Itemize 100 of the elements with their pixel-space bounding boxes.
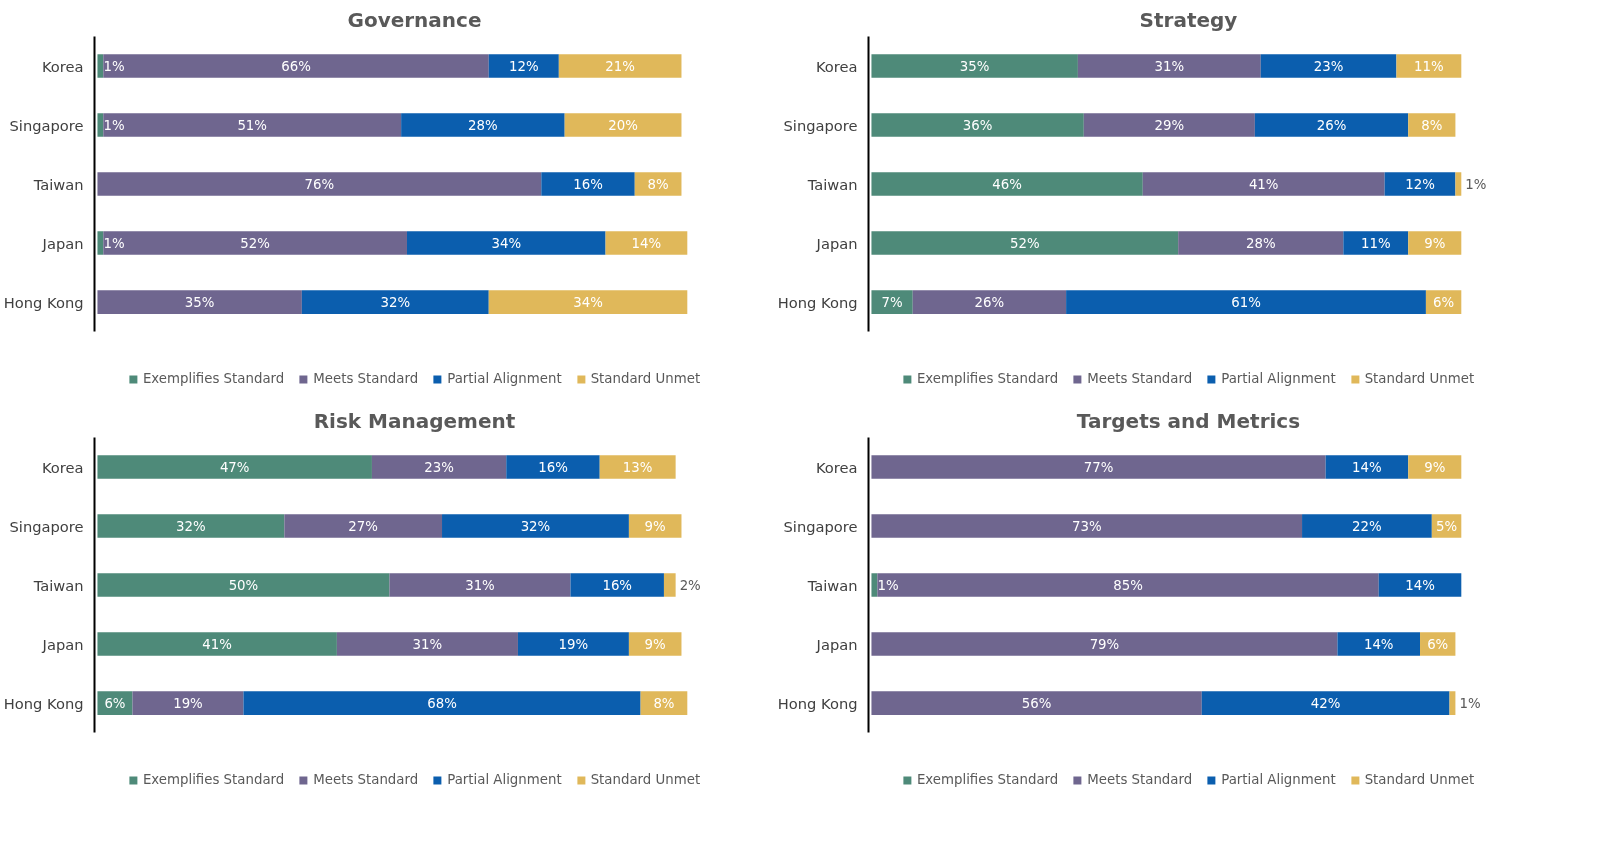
y-tick-label: Hong Kong bbox=[777, 293, 858, 311]
data-label: 42% bbox=[1310, 695, 1341, 711]
data-label: 32% bbox=[176, 518, 206, 534]
y-tick-label: Korea bbox=[41, 458, 84, 476]
legend-label: Partial Alignment bbox=[447, 371, 562, 386]
legend-label: Meets Standard bbox=[313, 772, 419, 787]
y-tick-label: Taiwan bbox=[806, 576, 858, 594]
y-tick-label: Korea bbox=[41, 57, 84, 75]
data-label: 79% bbox=[1089, 636, 1120, 652]
data-label: 21% bbox=[605, 58, 635, 74]
legend-label: Meets Standard bbox=[313, 371, 419, 386]
y-tick-label: Singapore bbox=[9, 116, 84, 134]
data-label: 50% bbox=[228, 577, 259, 593]
data-label: 8% bbox=[653, 695, 675, 711]
data-label: 16% bbox=[573, 176, 603, 192]
y-tick-label: Korea bbox=[815, 458, 858, 476]
legend-label: Exemplifies Standard bbox=[142, 371, 285, 386]
data-label: 1% bbox=[103, 58, 125, 74]
data-label: 31% bbox=[412, 636, 443, 652]
data-label: 61% bbox=[1231, 294, 1261, 310]
data-label: 31% bbox=[465, 577, 495, 593]
data-label: 56% bbox=[1021, 695, 1052, 711]
data-label: 23% bbox=[1313, 58, 1344, 74]
data-label: 14% bbox=[1363, 636, 1394, 652]
data-label: 28% bbox=[468, 117, 498, 133]
data-label: 9% bbox=[644, 518, 666, 534]
data-label: 41% bbox=[202, 636, 232, 652]
data-label: 26% bbox=[1316, 117, 1347, 133]
data-label: 19% bbox=[558, 636, 589, 652]
y-tick-label: Singapore bbox=[783, 517, 858, 535]
data-label: 29% bbox=[1154, 117, 1185, 133]
data-label: 16% bbox=[602, 577, 633, 593]
y-tick-label: Hong Kong bbox=[3, 293, 84, 311]
data-label: 22% bbox=[1352, 518, 1382, 534]
data-label: 19% bbox=[173, 695, 203, 711]
data-label: 13% bbox=[622, 459, 653, 475]
data-label: 34% bbox=[573, 294, 603, 310]
y-tick-label: Japan bbox=[815, 234, 858, 252]
data-label: 77% bbox=[1083, 459, 1114, 475]
data-label: 11% bbox=[1414, 58, 1444, 74]
data-label: 32% bbox=[380, 294, 411, 310]
data-label: 41% bbox=[1248, 176, 1279, 192]
data-label: 6% bbox=[1433, 294, 1455, 310]
y-tick-label: Japan bbox=[815, 635, 858, 653]
data-label: 1% bbox=[1465, 176, 1487, 192]
data-label: 9% bbox=[1424, 235, 1446, 251]
legend-label: Exemplifies Standard bbox=[916, 371, 1059, 386]
data-label: 52% bbox=[240, 235, 270, 251]
legend-label: Exemplifies Standard bbox=[916, 772, 1059, 787]
y-tick-label: Taiwan bbox=[806, 175, 858, 193]
data-label: 85% bbox=[1113, 577, 1143, 593]
data-label: 7% bbox=[881, 294, 903, 310]
data-label: 1% bbox=[1459, 695, 1481, 711]
data-label: 1% bbox=[103, 235, 125, 251]
data-label: 11% bbox=[1360, 235, 1391, 251]
data-label: 12% bbox=[1405, 176, 1435, 192]
data-label: 27% bbox=[348, 518, 378, 534]
data-label: 20% bbox=[608, 117, 638, 133]
data-label: 9% bbox=[1424, 459, 1446, 475]
y-tick-label: Hong Kong bbox=[3, 694, 84, 712]
data-label: 68% bbox=[427, 695, 457, 711]
legend-label: Standard Unmet bbox=[590, 371, 701, 386]
data-label: 14% bbox=[1405, 577, 1435, 593]
y-tick-label: Japan bbox=[41, 635, 84, 653]
y-tick-label: Taiwan bbox=[32, 175, 84, 193]
data-label: 51% bbox=[237, 117, 268, 133]
y-tick-label: Taiwan bbox=[32, 576, 84, 594]
y-tick-label: Hong Kong bbox=[777, 694, 858, 712]
legend-label: Partial Alignment bbox=[1221, 772, 1336, 787]
legend-label: Standard Unmet bbox=[1364, 371, 1475, 386]
data-label: 32% bbox=[520, 518, 551, 534]
data-label: 14% bbox=[631, 235, 662, 251]
data-label: 16% bbox=[538, 459, 568, 475]
legend-label: Standard Unmet bbox=[590, 772, 701, 787]
data-label: 66% bbox=[281, 58, 311, 74]
data-label: 8% bbox=[1421, 117, 1443, 133]
legend-label: Meets Standard bbox=[1087, 371, 1193, 386]
chart-title: Governance bbox=[347, 7, 482, 32]
legend-label: Standard Unmet bbox=[1364, 772, 1475, 787]
data-label: 76% bbox=[304, 176, 335, 192]
chart-title: Targets and Metrics bbox=[1076, 408, 1301, 433]
data-label: 1% bbox=[877, 577, 899, 593]
data-label: 46% bbox=[992, 176, 1022, 192]
data-label: 1% bbox=[103, 117, 125, 133]
data-label: 6% bbox=[104, 695, 126, 711]
legend-label: Partial Alignment bbox=[1221, 371, 1336, 386]
data-label: 9% bbox=[644, 636, 666, 652]
data-label: 36% bbox=[962, 117, 993, 133]
data-label: 8% bbox=[647, 176, 669, 192]
data-label: 28% bbox=[1245, 235, 1276, 251]
data-label: 35% bbox=[959, 58, 990, 74]
data-label: 73% bbox=[1071, 518, 1102, 534]
chart-title: Strategy bbox=[1139, 7, 1238, 32]
data-label: 5% bbox=[1435, 518, 1458, 534]
data-label: 31% bbox=[1154, 58, 1185, 74]
data-label: 23% bbox=[424, 459, 454, 475]
y-tick-label: Singapore bbox=[783, 116, 858, 134]
legend-label: Partial Alignment bbox=[447, 772, 562, 787]
y-tick-label: Japan bbox=[41, 234, 84, 252]
data-label: 2% bbox=[679, 577, 701, 593]
